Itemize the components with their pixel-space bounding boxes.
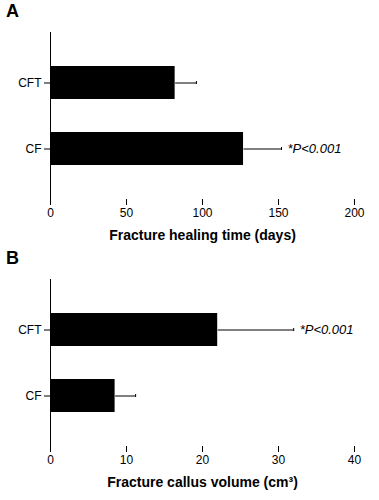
svg-text:CFT: CFT xyxy=(18,76,42,90)
svg-text:Fracture callus volume (cm³): Fracture callus volume (cm³) xyxy=(107,474,298,490)
svg-text:CFT: CFT xyxy=(18,323,42,337)
svg-text:0: 0 xyxy=(47,206,54,220)
svg-text:20: 20 xyxy=(196,453,210,467)
html-text:A: A xyxy=(6,1,19,21)
svg-text:CF: CF xyxy=(26,142,42,156)
svg-text:10: 10 xyxy=(120,453,134,467)
svg-text:CF: CF xyxy=(26,389,42,403)
svg-text:50: 50 xyxy=(120,206,134,220)
svg-text:100: 100 xyxy=(192,206,212,220)
svg-text:*P<0.001: *P<0.001 xyxy=(300,322,354,337)
svg-text:200: 200 xyxy=(344,206,364,220)
svg-text:0: 0 xyxy=(47,453,54,467)
svg-text:150: 150 xyxy=(268,206,288,220)
html-text:B: B xyxy=(6,248,19,268)
svg-text:*P<0.001: *P<0.001 xyxy=(288,141,342,156)
svg-text:40: 40 xyxy=(348,453,362,467)
svg-text:30: 30 xyxy=(272,453,286,467)
svg-text:Fracture healing time (days): Fracture healing time (days) xyxy=(109,227,296,243)
